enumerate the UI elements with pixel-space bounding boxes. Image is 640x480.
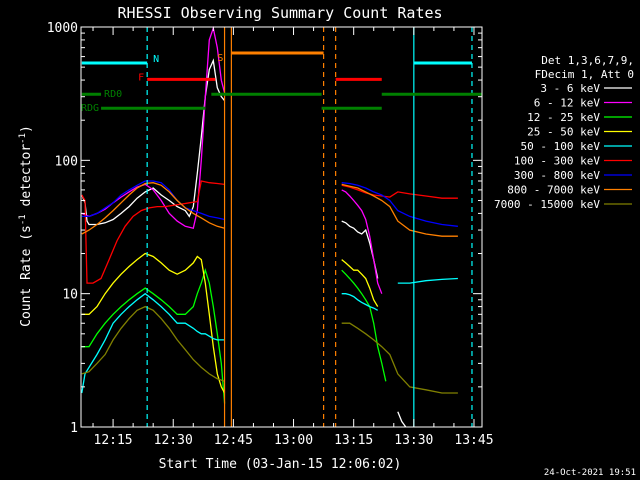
legend-label-5: 100 - 300 keV bbox=[514, 155, 600, 168]
series-line-0-2 bbox=[397, 411, 407, 428]
series-line-0-0 bbox=[81, 58, 226, 226]
series-layer bbox=[81, 25, 458, 428]
y-axis-label-mid: detector bbox=[19, 144, 34, 215]
y-axis-label-main: Count Rate (s bbox=[19, 225, 34, 327]
series-line-3-1 bbox=[341, 259, 379, 307]
chart-title: RHESSI Observing Summary Count Rates bbox=[117, 4, 442, 22]
legend-label-7: 800 - 7000 keV bbox=[507, 184, 600, 197]
flag-bars: NF S RD0 RDG bbox=[81, 51, 482, 114]
series-8 bbox=[81, 305, 458, 394]
series-line-5-0 bbox=[81, 180, 225, 284]
x-tick-label-2: 12:45 bbox=[214, 433, 253, 448]
legend-label-3: 25 - 50 keV bbox=[527, 126, 600, 139]
y-axis-label-sup: -1 bbox=[18, 214, 28, 225]
flag-label-f: F bbox=[138, 72, 144, 83]
legend-header-line-1: Det 1,3,6,7,9, bbox=[541, 54, 634, 67]
series-2 bbox=[81, 268, 387, 404]
flag-label-rdg: RDG bbox=[81, 103, 99, 114]
y-tick-label-0: 1 bbox=[70, 421, 78, 436]
vertical-markers bbox=[146, 27, 473, 427]
series-3 bbox=[81, 252, 379, 394]
legend-label-2: 12 - 25 keV bbox=[527, 111, 600, 124]
series-line-8-1 bbox=[341, 322, 458, 394]
y-axis-label: Count Rate (s-1 detector-1) bbox=[18, 125, 34, 327]
series-7 bbox=[81, 182, 458, 237]
flag-label-rd0: RD0 bbox=[104, 89, 122, 100]
x-tick-label-4: 13:15 bbox=[334, 433, 373, 448]
x-tick-label-6: 13:45 bbox=[454, 433, 493, 448]
legend-label-6: 300 - 800 keV bbox=[514, 169, 600, 182]
y-axis-label-end: ) bbox=[19, 125, 34, 133]
series-line-7-1 bbox=[341, 183, 458, 237]
plot-frame bbox=[80, 26, 483, 428]
series-line-3-0 bbox=[81, 252, 226, 394]
series-line-5-1 bbox=[341, 184, 458, 199]
series-line-4-0 bbox=[81, 292, 225, 394]
y-tick-label-1: 10 bbox=[62, 288, 78, 303]
axis-ticks: 12:15 12:30 12:45 13:00 13:15 13:30 13:45 1 10 10… bbox=[47, 21, 494, 448]
legend-label-8: 7000 - 15000 keV bbox=[494, 198, 600, 211]
x-axis-label: Start Time (03-Jan-15 12:06:02) bbox=[159, 457, 402, 472]
series-line-4-1 bbox=[341, 293, 379, 311]
series-line-6-0 bbox=[81, 180, 225, 221]
x-tick-label-1: 12:30 bbox=[154, 433, 193, 448]
series-4 bbox=[81, 277, 458, 394]
series-6 bbox=[81, 180, 458, 227]
x-tick-label-0: 12:15 bbox=[94, 433, 133, 448]
series-line-8-0 bbox=[81, 305, 225, 382]
x-tick-label-3: 13:00 bbox=[274, 433, 313, 448]
x-tick-label-5: 13:30 bbox=[394, 433, 433, 448]
flag-label-n: N bbox=[153, 54, 159, 65]
series-line-2-0 bbox=[81, 268, 226, 404]
series-line-6-1 bbox=[341, 182, 458, 227]
legend-label-0: 3 - 6 keV bbox=[540, 82, 600, 95]
flag-label-s: S bbox=[217, 53, 223, 64]
series-0 bbox=[81, 58, 407, 428]
legend-label-1: 6 - 12 keV bbox=[534, 97, 601, 110]
legend-label-4: 50 - 100 keV bbox=[521, 140, 601, 153]
legend-header-line-2: FDecim 1, Att 0 bbox=[535, 68, 634, 81]
y-tick-label-2: 100 bbox=[55, 154, 78, 169]
series-5 bbox=[81, 180, 458, 284]
series-line-2-1 bbox=[341, 269, 387, 382]
series-line-1-1 bbox=[341, 189, 383, 294]
y-tick-label-3: 1000 bbox=[47, 21, 78, 36]
y-axis-label-sup2: -1 bbox=[18, 133, 28, 144]
series-line-4-2 bbox=[397, 277, 458, 284]
series-line-7-0 bbox=[81, 182, 225, 235]
timestamp: 24-Oct-2021 19:51 bbox=[544, 468, 636, 478]
legend: Det 1,3,6,7,9, FDecim 1, Att 0 3 - 6 keV… bbox=[494, 54, 634, 211]
